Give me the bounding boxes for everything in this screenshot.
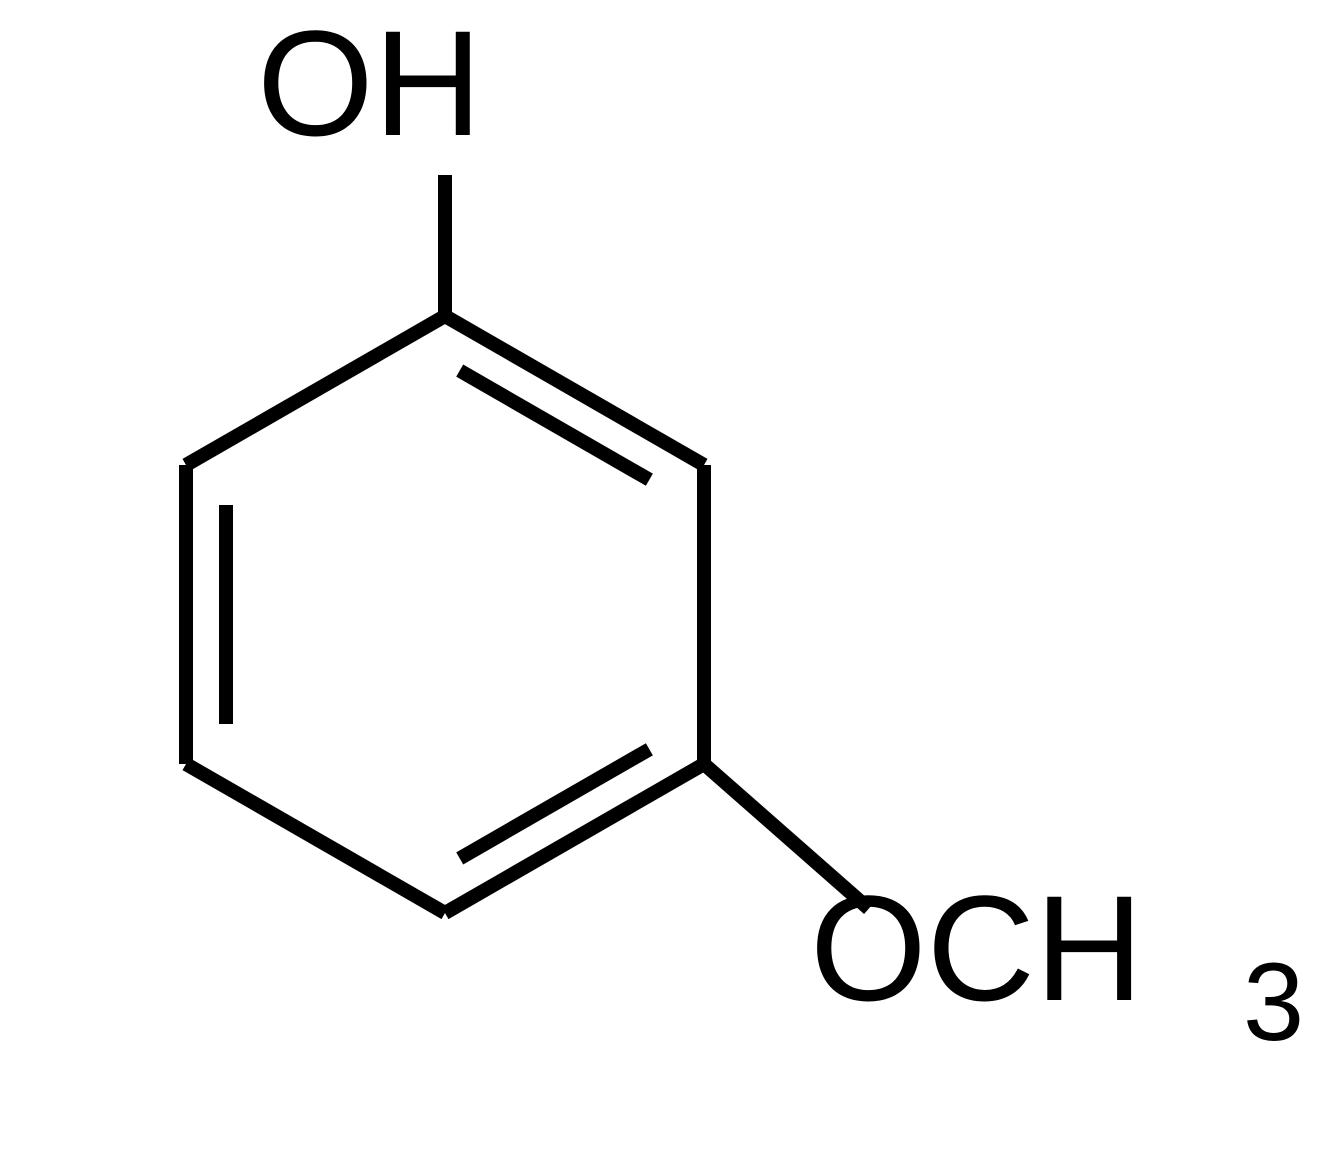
- molecule-diagram: OH OCH 3: [0, 0, 1319, 1174]
- atom-label-text: OCH: [810, 864, 1143, 1032]
- atom-label-subscript: 3: [1243, 941, 1304, 1064]
- bonds-layer: [186, 175, 869, 913]
- atom-label-O7: OH: [257, 0, 482, 167]
- atom-label-text: OH: [257, 0, 482, 167]
- atom-labels-layer: OH OCH 3: [257, 0, 1304, 1064]
- atom-label-O8: OCH 3: [810, 864, 1304, 1064]
